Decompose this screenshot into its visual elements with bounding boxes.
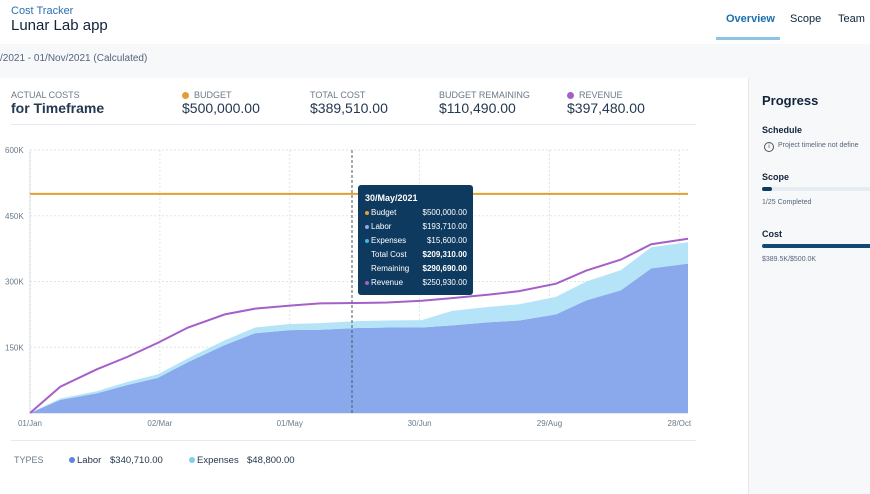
legend-dot [365, 211, 369, 215]
legend-dot [69, 457, 75, 463]
x-tick-label: 30/Jun [408, 419, 432, 428]
tooltip-label: Remaining [371, 264, 410, 273]
summary-label: TOTAL COST [310, 90, 366, 100]
y-tick-label: 150K [5, 343, 24, 352]
progress-note: 1/25 Completed [762, 199, 812, 206]
project-name: Lunar Lab app [11, 17, 108, 34]
legend-dot [365, 225, 369, 229]
summary-label: BUDGET REMAINING [439, 90, 530, 100]
summary-value: $397,480.00 [567, 100, 645, 116]
legend-title: TYPES [14, 455, 44, 465]
tooltip-value: $15,600.00 [426, 236, 467, 245]
tab[interactable]: Scope [790, 13, 822, 25]
line [29, 237, 689, 414]
legend-label: Expenses [197, 455, 239, 466]
legend-amount: $340,710.00 [110, 455, 163, 466]
progress-fill [762, 244, 870, 248]
progress-track [762, 187, 870, 191]
progress-note: $389.5K/$500.0K [762, 256, 817, 263]
legend-amount: $48,800.00 [247, 455, 295, 466]
top-bar [0, 0, 870, 44]
tooltip-label: Expenses [371, 236, 407, 245]
tooltip-value: $290,690.00 [422, 264, 468, 273]
date-range: /2021 - 01/Nov/2021 (Calculated) [0, 53, 148, 64]
progress-label: Schedule [762, 125, 803, 135]
tooltip-value: $250,930.00 [422, 278, 468, 287]
legend-dot [365, 281, 369, 285]
legend-label: Labor [77, 455, 102, 466]
tooltip-value: $209,310.00 [422, 250, 468, 259]
legend-dot [567, 92, 574, 99]
progress-fill [762, 187, 772, 191]
summary-label: BUDGET [194, 90, 232, 100]
x-tick-label: 02/Mar [147, 419, 172, 428]
summary-value: $110,490.00 [439, 100, 516, 116]
tooltip-value: $500,000.00 [422, 208, 468, 217]
x-tick-label: 28/Oct [668, 419, 692, 428]
legend-dot [182, 92, 189, 99]
sidebar-title: Progress [762, 93, 819, 108]
tooltip-label: Budget [371, 208, 397, 217]
y-tick-label: 600K [5, 146, 24, 155]
tooltip-label: Labor [371, 222, 392, 231]
legend-dot [365, 239, 369, 243]
legend-dot [189, 457, 195, 463]
tab-underline [716, 37, 780, 40]
summary-label: REVENUE [579, 90, 623, 100]
progress-label: Cost [762, 229, 782, 239]
y-tick-label: 450K [5, 212, 24, 221]
summary-value: $389,510.00 [310, 100, 388, 116]
tooltip-label: Total Cost [371, 250, 407, 259]
y-tick-label: 300K [5, 278, 24, 287]
info-icon: i [764, 142, 774, 152]
summary-label: ACTUAL COSTS [11, 90, 80, 100]
divider [11, 440, 696, 441]
area [30, 242, 688, 413]
progress-note: Project timeline not define [778, 142, 859, 149]
app-name: Cost Tracker [11, 5, 74, 17]
tooltip [358, 185, 473, 295]
x-tick-label: 29/Aug [537, 419, 562, 428]
tooltip-value: $193,710.00 [422, 222, 468, 231]
tooltip-label: Revenue [371, 278, 404, 287]
tooltip-date: 30/May/2021 [365, 193, 418, 203]
summary-value: $500,000.00 [182, 100, 260, 116]
tab[interactable]: Team [838, 13, 865, 25]
x-tick-label: 01/Jan [18, 419, 42, 428]
divider [11, 124, 696, 125]
x-tick-label: 01/May [277, 419, 303, 428]
area [30, 263, 688, 413]
tab[interactable]: Overview [726, 13, 775, 25]
progress-label: Scope [762, 172, 790, 182]
summary-label: for Timeframe [11, 100, 105, 116]
